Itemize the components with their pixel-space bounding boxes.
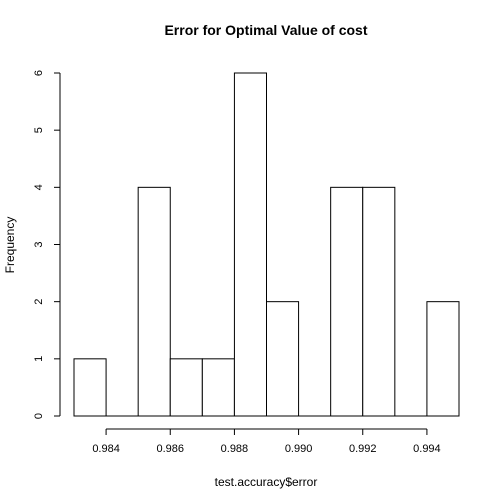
histogram-bar bbox=[73, 358, 107, 417]
y-tick-label: 4 bbox=[33, 184, 45, 190]
histogram-bar bbox=[137, 186, 171, 417]
y-tick-label: 0 bbox=[33, 413, 45, 419]
y-tick-label: 5 bbox=[33, 127, 45, 133]
chart-title: Error for Optimal Value of cost bbox=[164, 22, 367, 38]
y-tick-label: 3 bbox=[33, 241, 45, 247]
histogram-bar bbox=[169, 358, 203, 417]
x-tick-label: 0.986 bbox=[156, 443, 184, 455]
x-tick-label: 0.990 bbox=[285, 443, 313, 455]
x-tick-label: 0.992 bbox=[349, 443, 377, 455]
histogram-bar bbox=[201, 358, 235, 417]
x-tick-label: 0.984 bbox=[92, 443, 120, 455]
y-tick-label: 1 bbox=[33, 356, 45, 362]
histogram-bar bbox=[266, 301, 300, 417]
x-tick-label: 0.988 bbox=[221, 443, 249, 455]
x-tick-label: 0.994 bbox=[413, 443, 441, 455]
x-axis-label: test.accuracy$error bbox=[215, 475, 318, 489]
y-axis: 0 1 2 3 4 5 6 bbox=[33, 70, 61, 419]
y-tick-label: 6 bbox=[33, 70, 45, 76]
histogram-bars bbox=[73, 72, 460, 417]
y-tick-label: 2 bbox=[33, 299, 45, 305]
y-axis-label: Frequency bbox=[3, 217, 17, 274]
histogram-bar bbox=[362, 186, 396, 417]
x-axis: 0.984 0.986 0.988 0.990 0.992 0.994 bbox=[92, 428, 441, 455]
histogram-bar bbox=[426, 301, 460, 417]
histogram-bar bbox=[233, 72, 268, 417]
histogram-bar bbox=[330, 186, 364, 417]
